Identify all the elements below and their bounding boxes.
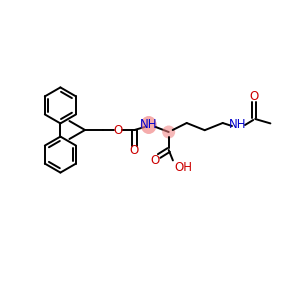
Ellipse shape xyxy=(162,125,175,139)
Ellipse shape xyxy=(141,116,157,134)
Text: O: O xyxy=(130,145,139,158)
Text: NH: NH xyxy=(229,118,247,131)
Text: OH: OH xyxy=(174,161,192,174)
Text: O: O xyxy=(250,91,259,103)
Text: O: O xyxy=(151,154,160,167)
Text: O: O xyxy=(114,124,123,136)
Text: NH: NH xyxy=(140,118,158,130)
